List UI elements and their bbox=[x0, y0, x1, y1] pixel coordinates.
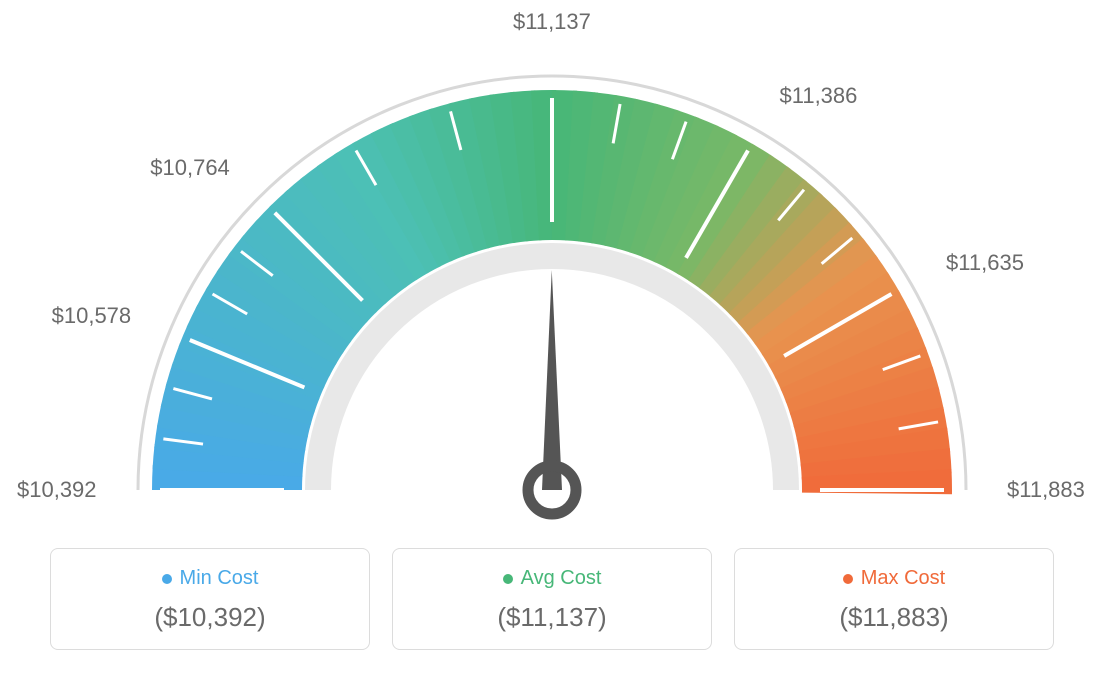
avg-dot-icon bbox=[503, 574, 513, 584]
max-cost-value: ($11,883) bbox=[745, 602, 1043, 633]
gauge-tick-label: $11,137 bbox=[513, 9, 591, 35]
min-cost-header: Min Cost bbox=[61, 567, 359, 590]
gauge-tick-label: $10,392 bbox=[17, 477, 97, 503]
max-cost-header: Max Cost bbox=[745, 567, 1043, 590]
gauge-tick-label: $11,386 bbox=[780, 83, 858, 109]
min-dot-icon bbox=[162, 574, 172, 584]
gauge-svg bbox=[20, 20, 1084, 530]
avg-cost-card: Avg Cost ($11,137) bbox=[392, 548, 712, 650]
gauge-tick-label: $11,883 bbox=[1007, 477, 1085, 503]
min-cost-label: Min Cost bbox=[180, 567, 259, 590]
gauge-tick-label: $10,764 bbox=[150, 155, 230, 181]
avg-cost-header: Avg Cost bbox=[403, 567, 701, 590]
avg-cost-value: ($11,137) bbox=[403, 602, 701, 633]
gauge-tick-label: $10,578 bbox=[52, 303, 132, 329]
summary-cards: Min Cost ($10,392) Avg Cost ($11,137) Ma… bbox=[20, 548, 1084, 650]
avg-cost-label: Avg Cost bbox=[521, 567, 602, 590]
max-dot-icon bbox=[843, 574, 853, 584]
min-cost-card: Min Cost ($10,392) bbox=[50, 548, 370, 650]
min-cost-value: ($10,392) bbox=[61, 602, 359, 633]
gauge-chart: $10,392$10,578$10,764$11,137$11,386$11,6… bbox=[20, 20, 1084, 530]
gauge-tick-label: $11,635 bbox=[946, 250, 1024, 276]
max-cost-label: Max Cost bbox=[861, 567, 945, 590]
max-cost-card: Max Cost ($11,883) bbox=[734, 548, 1054, 650]
